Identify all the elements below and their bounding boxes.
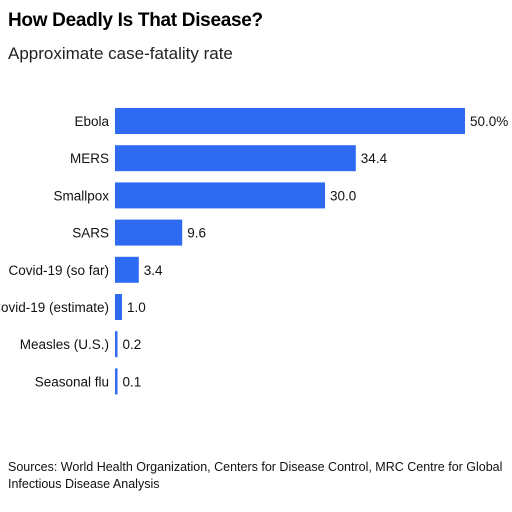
category-label: Covid-19 (estimate): [0, 300, 109, 315]
value-label: 50.0%: [470, 114, 508, 129]
chart-title: How Deadly Is That Disease?: [8, 10, 263, 31]
bar: [115, 294, 122, 320]
bar: [115, 219, 183, 246]
category-label: MERS: [70, 151, 109, 166]
value-label: 3.4: [144, 263, 163, 278]
value-label: 0.2: [123, 337, 142, 352]
bar: [115, 368, 118, 395]
bar: [115, 182, 325, 209]
category-label: Ebola: [74, 114, 109, 129]
bar: [115, 331, 118, 358]
category-label: Covid-19 (so far): [8, 263, 109, 278]
value-label: 30.0: [330, 188, 356, 203]
value-label: 9.6: [187, 226, 206, 241]
category-label: Smallpox: [53, 188, 109, 203]
value-label: 0.1: [123, 374, 142, 389]
bar: [115, 256, 139, 283]
bar: [115, 145, 356, 172]
source-note: Sources: World Health Organization, Cent…: [8, 460, 503, 491]
category-label: SARS: [72, 226, 109, 241]
category-label: Measles (U.S.): [20, 337, 109, 352]
value-label: 1.0: [127, 300, 146, 315]
category-label: Seasonal flu: [35, 374, 109, 389]
value-label: 34.4: [361, 151, 388, 166]
chart-subtitle: Approximate case-fatality rate: [8, 44, 233, 63]
bar: [115, 108, 465, 134]
